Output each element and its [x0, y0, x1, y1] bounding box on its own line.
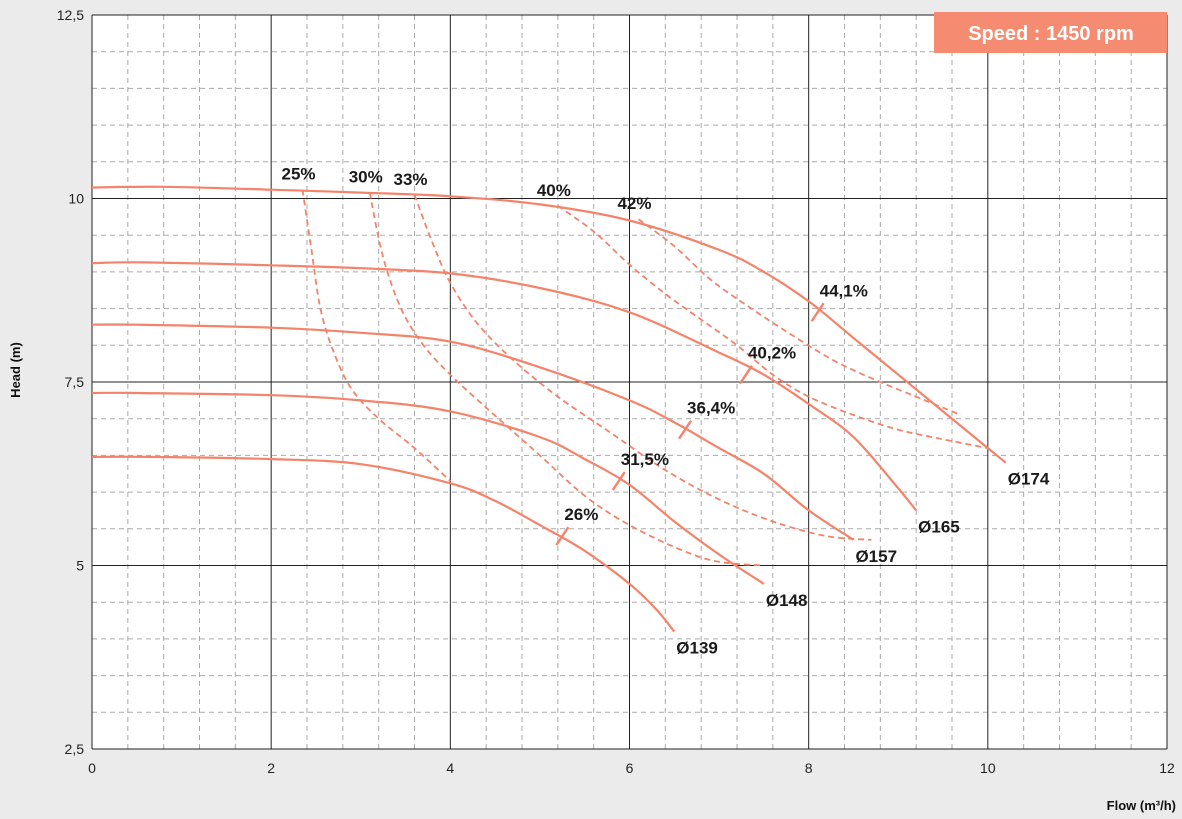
iso-efficiency-label: 40% [537, 181, 571, 200]
major-grid [91, 14, 1168, 750]
diameter-label: Ø148 [766, 591, 808, 610]
head-curve-line [91, 261, 918, 512]
x-tick-label: 8 [805, 760, 813, 776]
efficiency-markers [555, 302, 825, 546]
x-tick-label: 12 [1159, 760, 1175, 776]
efficiency-label: 31,5% [621, 450, 669, 469]
iso-efficiency-lines [301, 189, 988, 567]
iso-efficiency-label: 42% [617, 194, 651, 213]
speed-badge: Speed : 1450 rpm [934, 12, 1167, 53]
iso-efficiency-line [637, 218, 962, 416]
efficiency-tick-mark [611, 471, 626, 491]
y-tick-label: 5 [76, 558, 84, 574]
speed-badge-text: Speed : 1450 rpm [968, 23, 1134, 45]
head-curves [91, 185, 1007, 633]
efficiency-label: 40,2% [748, 344, 796, 363]
x-tick-label: 2 [267, 760, 275, 776]
y-tick-label: 12,5 [57, 7, 84, 23]
efficiency-tick-mark [555, 526, 570, 546]
efficiency-tick-mark [738, 364, 753, 385]
x-tick-label: 4 [446, 760, 454, 776]
diameter-label: Ø157 [855, 547, 897, 566]
head-curve-line [91, 323, 855, 541]
x-tick-label: 6 [626, 760, 634, 776]
y-axis-label: Head (m) [8, 342, 23, 398]
head-curve-line [91, 185, 1007, 464]
iso-efficiency-line [557, 205, 988, 449]
y-tick-label: 10 [68, 191, 84, 207]
curve-labels: Ø174 Ø165 Ø157 Ø148 Ø139 25% 30% 33% 40% 42% 44,1%… [282, 165, 1050, 658]
iso-efficiency-label: 25% [282, 165, 316, 184]
efficiency-label: 44,1% [820, 281, 868, 300]
iso-efficiency-label: 33% [393, 170, 427, 189]
efficiency-label: 36,4% [687, 399, 735, 418]
y-tick-label: 7,5 [65, 374, 85, 390]
diameter-label: Ø165 [918, 517, 960, 536]
y-tick-label: 2,5 [65, 741, 85, 757]
diameter-label: Ø174 [1008, 470, 1050, 489]
tick-labels: 0 2 4 6 8 10 12 2,5 5 7,5 10 12,5 [57, 7, 1175, 776]
efficiency-label: 26% [564, 505, 598, 524]
x-tick-label: 0 [88, 760, 96, 776]
efficiency-tick-mark [678, 420, 693, 440]
efficiency-tick-mark [810, 302, 825, 322]
iso-efficiency-line [368, 192, 764, 567]
head-curve-line [91, 455, 676, 633]
iso-efficiency-line [413, 194, 872, 541]
diameter-label: Ø139 [676, 639, 718, 658]
speed-badge-bg [934, 12, 1167, 53]
x-axis-label: Flow (m³/h) [1107, 798, 1176, 813]
iso-efficiency-label: 30% [349, 168, 383, 187]
x-tick-label: 10 [980, 760, 996, 776]
head-curve-line [91, 391, 765, 585]
